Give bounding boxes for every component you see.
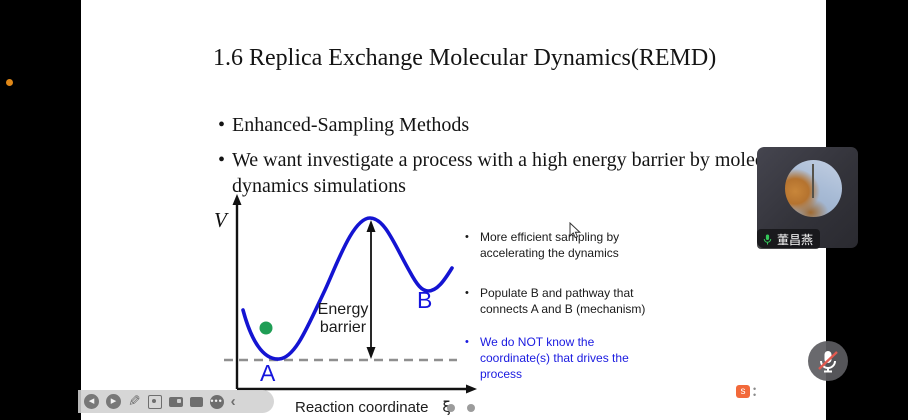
participant-avatar	[785, 160, 842, 217]
microphone-muted-icon	[818, 351, 838, 373]
y-axis-label: V	[214, 208, 227, 232]
badge-icon: s	[740, 386, 746, 397]
note-3: • We do NOT know the coordinate(s) that …	[465, 335, 629, 381]
energy-curve	[241, 216, 454, 361]
barrier-arrow-top-icon	[366, 220, 376, 232]
next-slide-button[interactable]: ▸	[106, 394, 121, 409]
badge-menu-dots[interactable]: • •	[753, 384, 757, 400]
bullet-marker: •	[465, 336, 469, 348]
participant-name-bar: 董昌燕	[757, 229, 821, 249]
y-axis-arrow-icon	[232, 194, 242, 205]
state-a-label: A	[260, 360, 276, 386]
x-axis-label: Reaction coordinateξ	[295, 398, 451, 416]
energy-barrier-label: Energy barrier	[317, 301, 369, 336]
barrier-arrow-bottom-icon	[366, 347, 376, 359]
collapse-toolbar-button[interactable]: ‹	[231, 394, 236, 409]
page-indicator-dot-1	[447, 404, 455, 412]
camera-button[interactable]	[168, 396, 183, 407]
pen-icon: ✎	[128, 393, 141, 410]
ellipsis-icon: •••	[210, 396, 223, 406]
bullet-marker: •	[218, 149, 226, 171]
more-tools-button[interactable]: •••	[209, 394, 224, 409]
muted-microphone-button[interactable]	[808, 341, 848, 381]
bullet-marker: •	[465, 231, 469, 243]
page-indicator-dot-2	[467, 404, 475, 412]
note-1: • More efficient sampling by acceleratin…	[465, 230, 620, 260]
shared-slide: 1.6 Replica Exchange Molecular Dynamics(…	[81, 0, 826, 420]
microphone-icon	[763, 233, 772, 245]
chevron-left-icon: ‹	[230, 393, 236, 410]
chevron-right-icon: ▸	[110, 395, 117, 407]
bullet-marker: •	[218, 114, 226, 136]
energy-landscape-diagram	[224, 194, 477, 394]
xi-symbol: ξ	[442, 398, 450, 416]
mouse-cursor-icon	[569, 222, 582, 239]
recording-indicator-dot	[6, 79, 13, 86]
chat-button[interactable]	[189, 396, 203, 407]
spotlight-tool-button[interactable]	[147, 394, 162, 409]
slide-bullet-1: • Enhanced-Sampling Methods	[218, 114, 470, 136]
chevron-left-icon: ◂	[88, 395, 95, 407]
x-axis-arrow-icon	[466, 384, 477, 394]
particle-marker	[259, 321, 273, 335]
participant-video-tile[interactable]: 董昌燕	[757, 147, 858, 249]
state-b-label: B	[417, 287, 433, 313]
overlay-app-badge[interactable]: s	[736, 385, 750, 398]
slide-bullet-2: • We want investigate a process with a h…	[218, 149, 795, 197]
annotation-toolbar: ◂ ▸ ✎ ••• ‹	[78, 390, 274, 413]
slide-title: 1.6 Replica Exchange Molecular Dynamics(…	[213, 45, 717, 71]
participant-name: 董昌燕	[777, 232, 814, 247]
note-2: • Populate B and pathway that connects A…	[465, 286, 646, 316]
pen-tool-button[interactable]: ✎	[128, 393, 141, 410]
previous-slide-button[interactable]: ◂	[84, 394, 99, 409]
bullet-marker: •	[465, 287, 469, 299]
